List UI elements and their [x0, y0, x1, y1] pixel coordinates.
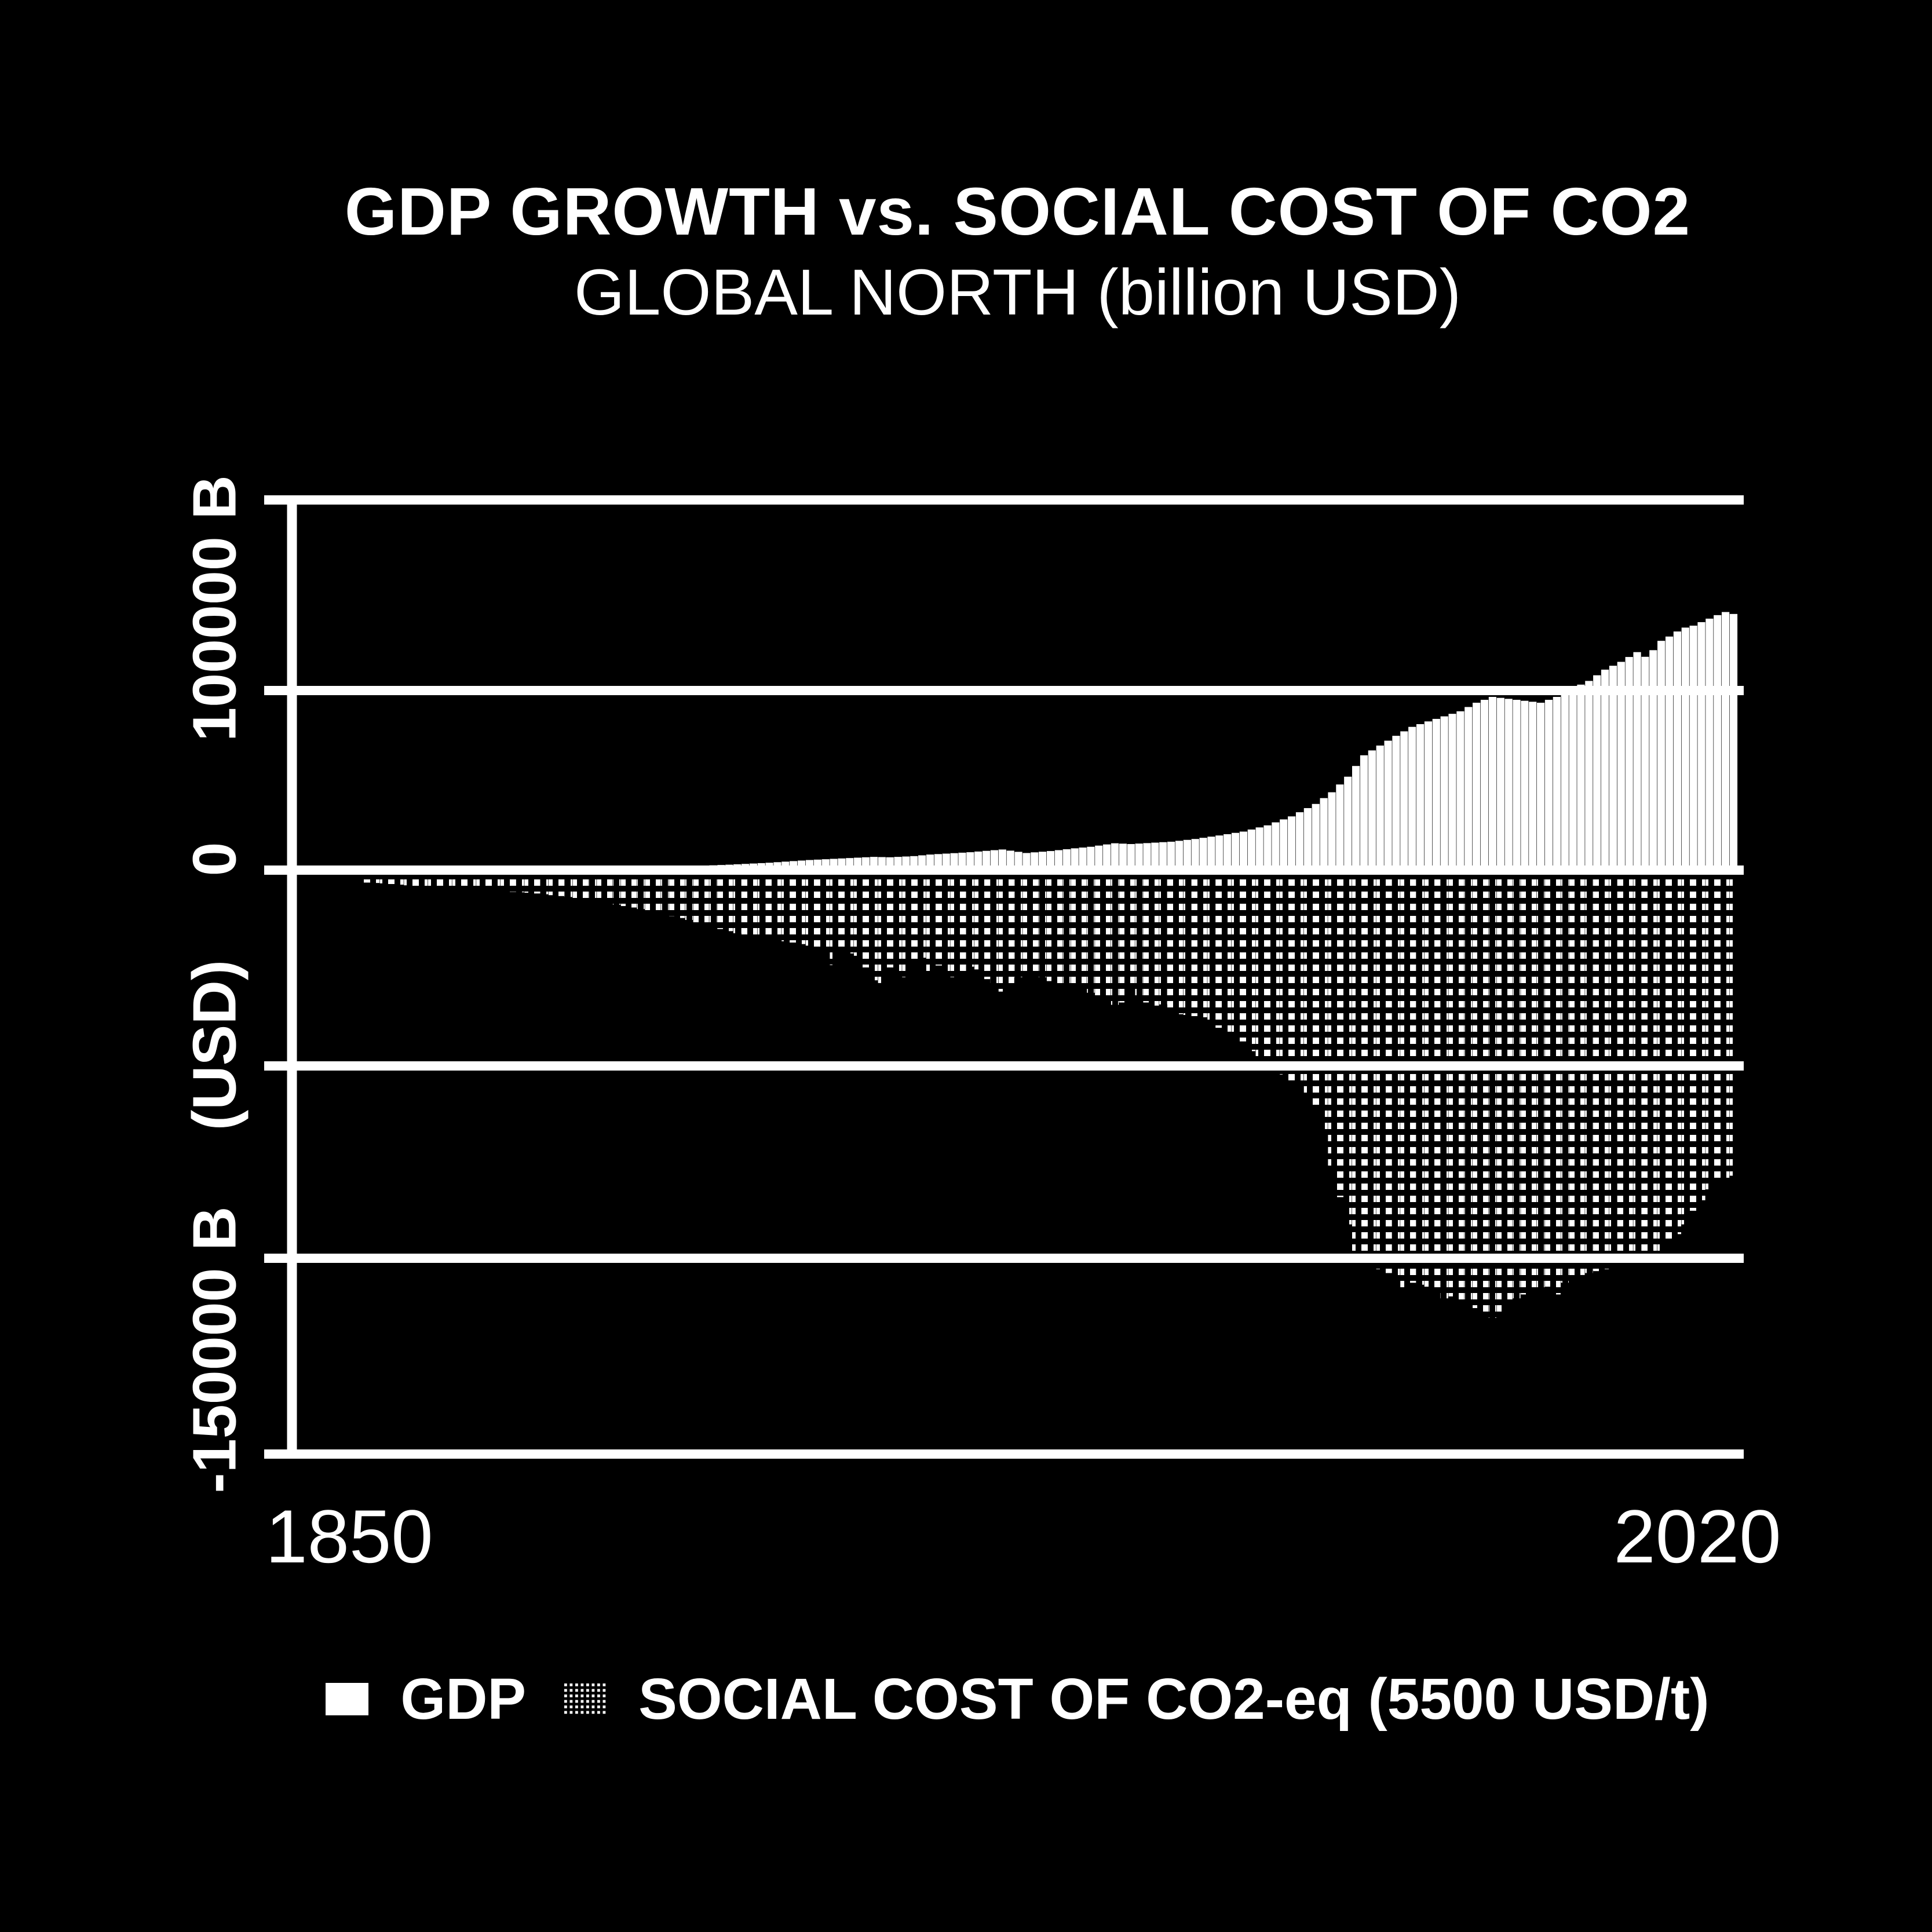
y-tick-label-100000: 100000 B: [180, 475, 249, 742]
bars: [364, 612, 1738, 1318]
legend-swatch-social-cost: [564, 1683, 607, 1715]
legend-label-social-cost: SOCIAL COST OF CO2-eq (5500 USD/t): [638, 1666, 1710, 1732]
x-tick-label-1850: 1850: [265, 1494, 433, 1579]
chart-subtitle: GLOBAL NORTH (billion USD): [574, 256, 1462, 328]
axes: [287, 495, 1744, 1459]
y-tick-label-minus150000: -150000 B: [180, 1206, 249, 1493]
legend: GDP SOCIAL COST OF CO2-eq (5500 USD/t): [291, 1656, 1744, 1743]
y-axis-unit-label: (USD): [180, 959, 249, 1131]
y-tick-label-zero: 0: [180, 842, 249, 876]
x-tick-label-2020: 2020: [1613, 1494, 1781, 1579]
legend-label-gdp: GDP: [400, 1666, 527, 1732]
legend-swatch-gdp: [326, 1683, 369, 1715]
chart-title: GDP GROWTH vs. SOCIAL COST OF CO2: [344, 174, 1691, 249]
